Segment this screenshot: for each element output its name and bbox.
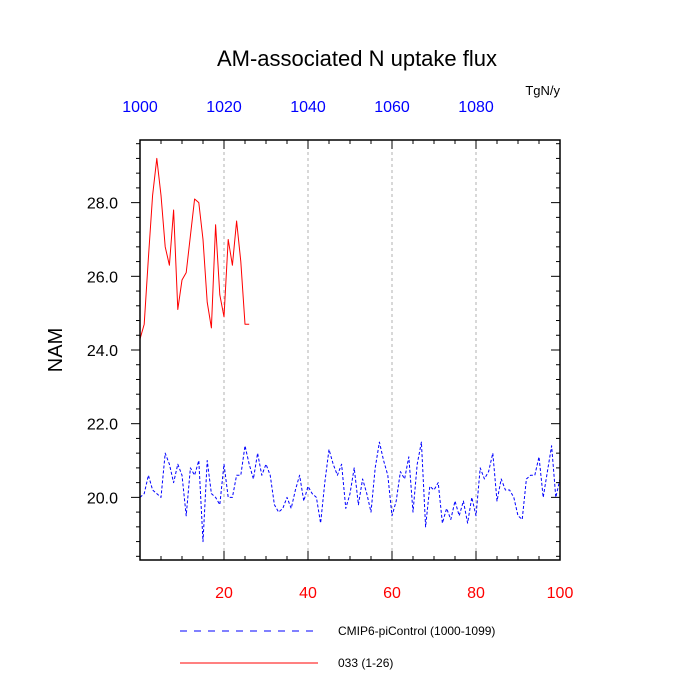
x-bottom-tick-label: 20 xyxy=(215,585,233,602)
series-line-1 xyxy=(139,157,250,340)
series-group xyxy=(139,157,561,543)
x-bottom-tick-label: 60 xyxy=(383,585,401,602)
x-bottom-tick-label: 80 xyxy=(467,585,485,602)
x-top-tick-label: 1000 xyxy=(122,99,158,116)
y-tick-label: 26.0 xyxy=(87,269,118,286)
y-tick-label: 20.0 xyxy=(87,490,118,507)
gridlines xyxy=(223,140,477,560)
x-top-tick-label: 1020 xyxy=(206,99,242,116)
units-label: TgN/y xyxy=(525,83,560,98)
legend-label-cmip6: CMIP6-piControl (1000-1099) xyxy=(338,624,495,638)
legend-label-033: 033 (1-26) xyxy=(338,656,393,670)
plot-frame xyxy=(139,139,561,561)
axis-ticks xyxy=(131,140,561,560)
x-bottom-tick-label: 100 xyxy=(547,585,574,602)
y-tick-label: 28.0 xyxy=(87,196,118,213)
tick-labels: 20 40 60 80 100 1000 1020 1040 1060 1080 20.0 22.0 2… xyxy=(87,99,574,602)
x-top-tick-label: 1060 xyxy=(374,99,410,116)
y-axis-label: NAM xyxy=(45,328,67,372)
series-line-0 xyxy=(139,441,561,543)
y-tick-label: 22.0 xyxy=(87,417,118,434)
y-tick-label: 24.0 xyxy=(87,343,118,360)
x-top-tick-label: 1040 xyxy=(290,99,326,116)
x-top-tick-label: 1080 xyxy=(458,99,494,116)
x-bottom-tick-label: 40 xyxy=(299,585,317,602)
chart-title: AM-associated N uptake flux xyxy=(217,46,497,71)
legend: CMIP6-piControl (1000-1099) 033 (1-26) xyxy=(180,624,495,670)
